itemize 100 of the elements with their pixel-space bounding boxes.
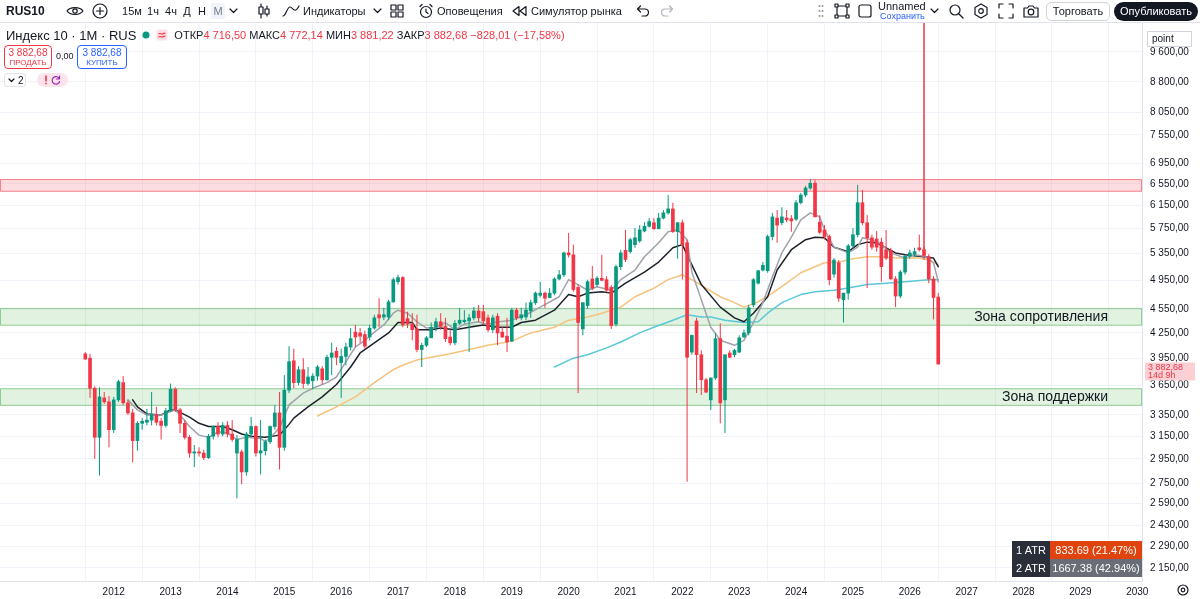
x-tick-label: 2029 <box>1069 585 1092 597</box>
candlestick <box>301 357 306 389</box>
candlestick <box>291 348 296 389</box>
annotation: 3 882,68 <box>7 47 49 58</box>
y-tick-label: 2 590,00 <box>1150 497 1190 509</box>
publish-button: Опубликовать <box>1114 2 1198 21</box>
x-tick-label: 2016 <box>330 585 353 597</box>
candlestick <box>490 314 495 334</box>
candlestick <box>590 265 595 291</box>
y-tick-label: 4 550,00 <box>1150 303 1190 315</box>
x-tick-label: 2013 <box>159 585 183 597</box>
text: Д <box>183 5 191 17</box>
y-tick-label: 4 250,00 <box>1150 326 1190 338</box>
candlestick <box>164 407 168 429</box>
candlestick <box>249 416 253 438</box>
x-tick-label: 2025 <box>841 585 865 597</box>
x-tick-label: 2015 <box>273 585 296 597</box>
x-tick-label: 2023 <box>728 585 751 597</box>
candlestick <box>235 434 239 499</box>
text: 4ч <box>165 5 177 17</box>
y-tick-label: 2 750,00 <box>1150 476 1190 488</box>
candlestick <box>329 342 334 376</box>
y-tick-label: 4 950,00 <box>1150 274 1190 286</box>
y-tick-label: 2 950,00 <box>1150 452 1190 464</box>
x-tick-label: 2012 <box>102 585 126 597</box>
candlestick <box>543 291 547 309</box>
x-tick-label: 2028 <box>1012 585 1036 597</box>
candlestick <box>121 375 126 406</box>
y-tick-label: 6 550,00 <box>1150 177 1190 189</box>
candlestick <box>742 329 746 339</box>
y-tick-label: 8 050,00 <box>1150 106 1190 118</box>
annotation: 3 882,68 <box>81 47 123 58</box>
x-tick-label: 2018 <box>443 585 467 597</box>
annotation: 833.69 (21.47%) <box>1050 541 1142 559</box>
candlestick <box>926 253 931 284</box>
y-tick-label: 6 150,00 <box>1150 199 1190 211</box>
x-tick-label: 2030 <box>1126 585 1149 597</box>
chart-title: Индекс 10 · 1M · RUS <box>6 27 137 43</box>
x-tick-label: 2022 <box>671 585 694 597</box>
y-tick-label: 2 430,00 <box>1150 519 1190 531</box>
text: Индикаторы <box>303 5 366 17</box>
text: 3 882,68 <box>1148 361 1184 372</box>
text: 15м <box>122 5 142 17</box>
x-tick-label: 2019 <box>500 585 524 597</box>
candlestick <box>472 306 476 321</box>
sell-button: 3 882,68 ПРОДАТЬ <box>4 45 52 69</box>
candlestick <box>775 209 779 244</box>
annotation: 1667.38 (42.94%) <box>1050 559 1142 577</box>
candlestick <box>453 319 457 346</box>
toggle-button: 2 <box>4 73 26 87</box>
x-tick-label: 2024 <box>784 585 808 597</box>
text: ОТКР4 716,50 МАКС4 772,14 МИН3 881,22 ЗАКР3 882,68 −828,01 (−17,58%) <box>174 29 565 41</box>
text: Сохранить <box>880 11 925 21</box>
text: Н <box>198 5 206 17</box>
annotation: КУПИТЬ <box>85 58 119 67</box>
y-tick-label: 8 800,00 <box>1150 75 1190 87</box>
annotation: 2 <box>18 74 24 86</box>
candlestick <box>377 297 381 328</box>
x-tick-label: 2017 <box>386 585 410 597</box>
x-tick-label: 2020 <box>557 585 581 597</box>
y-tick-label: 5 750,00 <box>1150 222 1190 234</box>
buy-button: 3 882,68 КУПИТЬ <box>77 45 127 69</box>
annotation: 1 ATR <box>1012 541 1050 559</box>
y-tick-label: 7 550,00 <box>1150 128 1190 140</box>
y-tick-label: 3 950,00 <box>1150 351 1190 363</box>
trade-button: Торговать <box>1046 2 1110 21</box>
x-tick-label: 2021 <box>614 585 638 597</box>
candlestick <box>903 254 907 276</box>
y-tick-label: 2 290,00 <box>1150 539 1190 551</box>
candlestick <box>391 277 396 304</box>
text: Unnamed <box>878 0 926 12</box>
candlestick <box>339 348 344 399</box>
x-tick-label: 2026 <box>898 585 922 597</box>
candlestick <box>817 214 822 235</box>
selected-button: М <box>211 3 225 19</box>
band-label: Зона сопротивления <box>974 307 1108 324</box>
candlestick <box>159 417 163 441</box>
text: RUS10 <box>6 4 45 18</box>
y-tick-label: 5 350,00 <box>1150 247 1190 259</box>
x-tick-label: 2027 <box>955 585 979 597</box>
candlestick <box>666 194 670 216</box>
y-tick-label: 3 350,00 <box>1150 408 1190 420</box>
candlestick <box>832 257 836 279</box>
text: 1ч <box>147 5 159 17</box>
text: 14d 9h <box>1148 370 1176 381</box>
y-tick-label: 6 950,00 <box>1150 157 1190 169</box>
candlestick <box>320 365 325 385</box>
y-tick-label: 3 650,00 <box>1150 379 1190 391</box>
text: Симулятор рынка <box>531 5 622 17</box>
candlestick <box>780 206 784 226</box>
y-axis-title: point <box>1152 33 1174 45</box>
y-tick-label: 2 150,00 <box>1150 561 1190 573</box>
candlestick <box>230 419 235 443</box>
candlestick <box>173 386 178 413</box>
x-tick-label: 2014 <box>216 585 240 597</box>
annotation: 0,00 <box>56 51 74 61</box>
text: Оповещения <box>437 5 503 17</box>
band-label: Зона поддержки <box>1002 387 1108 404</box>
candlestick <box>216 421 220 438</box>
candlestick <box>671 202 675 234</box>
